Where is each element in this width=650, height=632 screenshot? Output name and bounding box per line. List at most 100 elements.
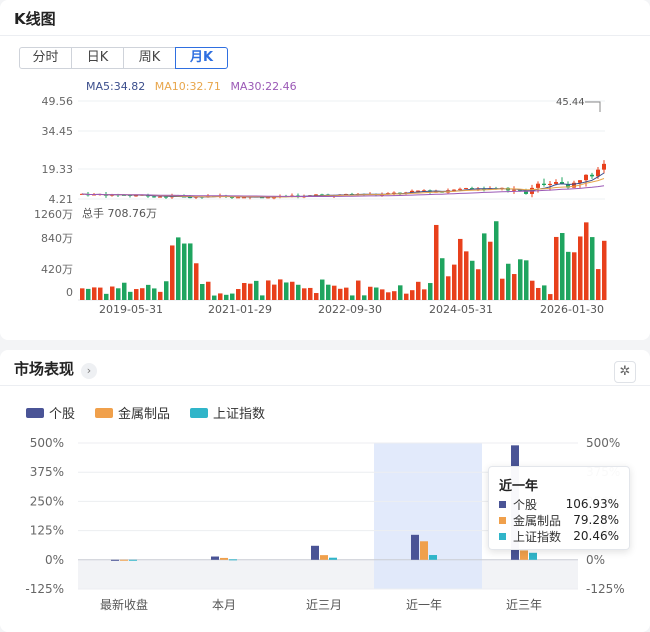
legend-label: 个股 (49, 407, 76, 422)
candle-body (536, 183, 540, 188)
candle-body (584, 174, 588, 181)
negative-region (78, 559, 578, 589)
volume-bar (194, 263, 199, 300)
volume-bar (308, 287, 313, 300)
tooltip-row: 金属制品 79.28% (499, 512, 619, 528)
volume-bar (404, 293, 409, 300)
y-tick-left: 125% (30, 524, 64, 538)
volume-bar (284, 282, 289, 300)
volume-bar (206, 281, 211, 300)
volume-bar (176, 237, 181, 300)
volume-bar (242, 282, 247, 300)
volume-bar (278, 279, 283, 300)
bar-上证指数 (329, 557, 337, 560)
candle-body (512, 189, 516, 191)
candle-body (596, 169, 600, 177)
volume-bar (224, 294, 229, 300)
volume-bar (386, 292, 391, 300)
volume-bar (302, 288, 307, 300)
volume-bar (80, 288, 85, 300)
volume-bar (422, 289, 427, 300)
candle-body (578, 180, 582, 183)
legend-item-index[interactable]: 上证指数 (190, 403, 265, 422)
candle-body (464, 188, 468, 190)
highlight-band (374, 443, 482, 589)
volume-bar (482, 233, 487, 300)
tooltip-value: 79.28% (573, 513, 619, 527)
bar-金属制品 (320, 555, 328, 560)
volume-bar (350, 295, 355, 300)
candle-body (398, 192, 402, 194)
tab-monthly[interactable]: 月K (175, 47, 228, 69)
volume-tick: 420万 (41, 263, 73, 276)
volume-bar (374, 287, 379, 300)
candle-body (266, 197, 270, 199)
bar-金属制品 (420, 541, 428, 560)
legend-item-sector[interactable]: 金属制品 (95, 403, 170, 422)
volume-bar (344, 287, 349, 300)
volume-bar (446, 276, 451, 300)
volume-bar (212, 295, 217, 300)
tooltip: 近一年 个股 106.93% 金属制品 79.28% 上证指数 20.46% (488, 466, 630, 550)
volume-bar (500, 278, 505, 300)
legend-label: 上证指数 (213, 407, 266, 422)
kline-chart[interactable]: 49.56 34.45 19.33 4.21 总手 708.76万 1260万 … (0, 0, 650, 340)
candle-body (392, 192, 396, 194)
candle-body (560, 182, 564, 184)
tooltip-swatch (499, 532, 506, 540)
volume-bar (602, 240, 607, 300)
period-tabs: 分时 日K 周K 月K (19, 47, 228, 69)
candle-body (152, 196, 156, 198)
tooltip-name: 个股 (513, 497, 538, 512)
candle-body (542, 183, 546, 185)
candle-body (524, 190, 528, 194)
volume-bar (380, 289, 385, 300)
volume-bar (506, 263, 511, 300)
ma10-value: MA10:32.71 (154, 80, 221, 93)
kline-title: K线图 (14, 10, 56, 28)
bar-金属制品 (120, 559, 128, 561)
price-tick: 19.33 (42, 163, 74, 176)
date-tick: 2021-01-29 (208, 303, 272, 316)
volume-bar (428, 283, 433, 300)
bar-个股 (111, 559, 119, 561)
volume-bar (260, 295, 265, 300)
y-tick-right: 0% (586, 553, 605, 567)
date-tick: 2024-05-31 (429, 303, 493, 316)
volume-bar (578, 236, 583, 300)
tab-daily[interactable]: 日K (71, 47, 124, 69)
candle-body (188, 197, 192, 199)
volume-bar (524, 260, 529, 300)
volume-bar (410, 290, 415, 300)
volume-bar (152, 288, 157, 300)
tooltip-name: 金属制品 (513, 513, 562, 528)
volume-bar (140, 288, 145, 300)
tooltip-value: 106.93% (565, 497, 619, 511)
date-tick: 2022-09-30 (318, 303, 382, 316)
tab-intraday[interactable]: 分时 (19, 47, 72, 69)
volume-bar (512, 274, 517, 300)
candle-body (242, 197, 246, 199)
volume-total: 总手 708.76万 (82, 206, 157, 220)
volume-bar (338, 288, 343, 300)
candle-body (314, 194, 318, 196)
price-tick: 4.21 (49, 193, 74, 206)
volume-bar (560, 233, 565, 300)
tooltip-swatch (499, 516, 506, 524)
candle-body (410, 190, 414, 193)
legend-item-stock[interactable]: 个股 (26, 403, 75, 422)
volume-bar (104, 293, 109, 300)
volume-bar (182, 243, 187, 300)
candle-body (548, 183, 552, 185)
chevron-right-icon[interactable]: › (81, 363, 97, 379)
volume-bar (464, 251, 469, 300)
candle-body (458, 188, 462, 190)
bar-上证指数 (229, 559, 237, 561)
volume-bar (584, 222, 589, 300)
volume-bar (248, 283, 253, 300)
volume-bar (164, 281, 169, 300)
settings-icon[interactable]: ✲ (614, 361, 636, 383)
candle-body (134, 195, 138, 197)
y-tick-left: 500% (30, 436, 64, 450)
candle-body (554, 182, 558, 184)
